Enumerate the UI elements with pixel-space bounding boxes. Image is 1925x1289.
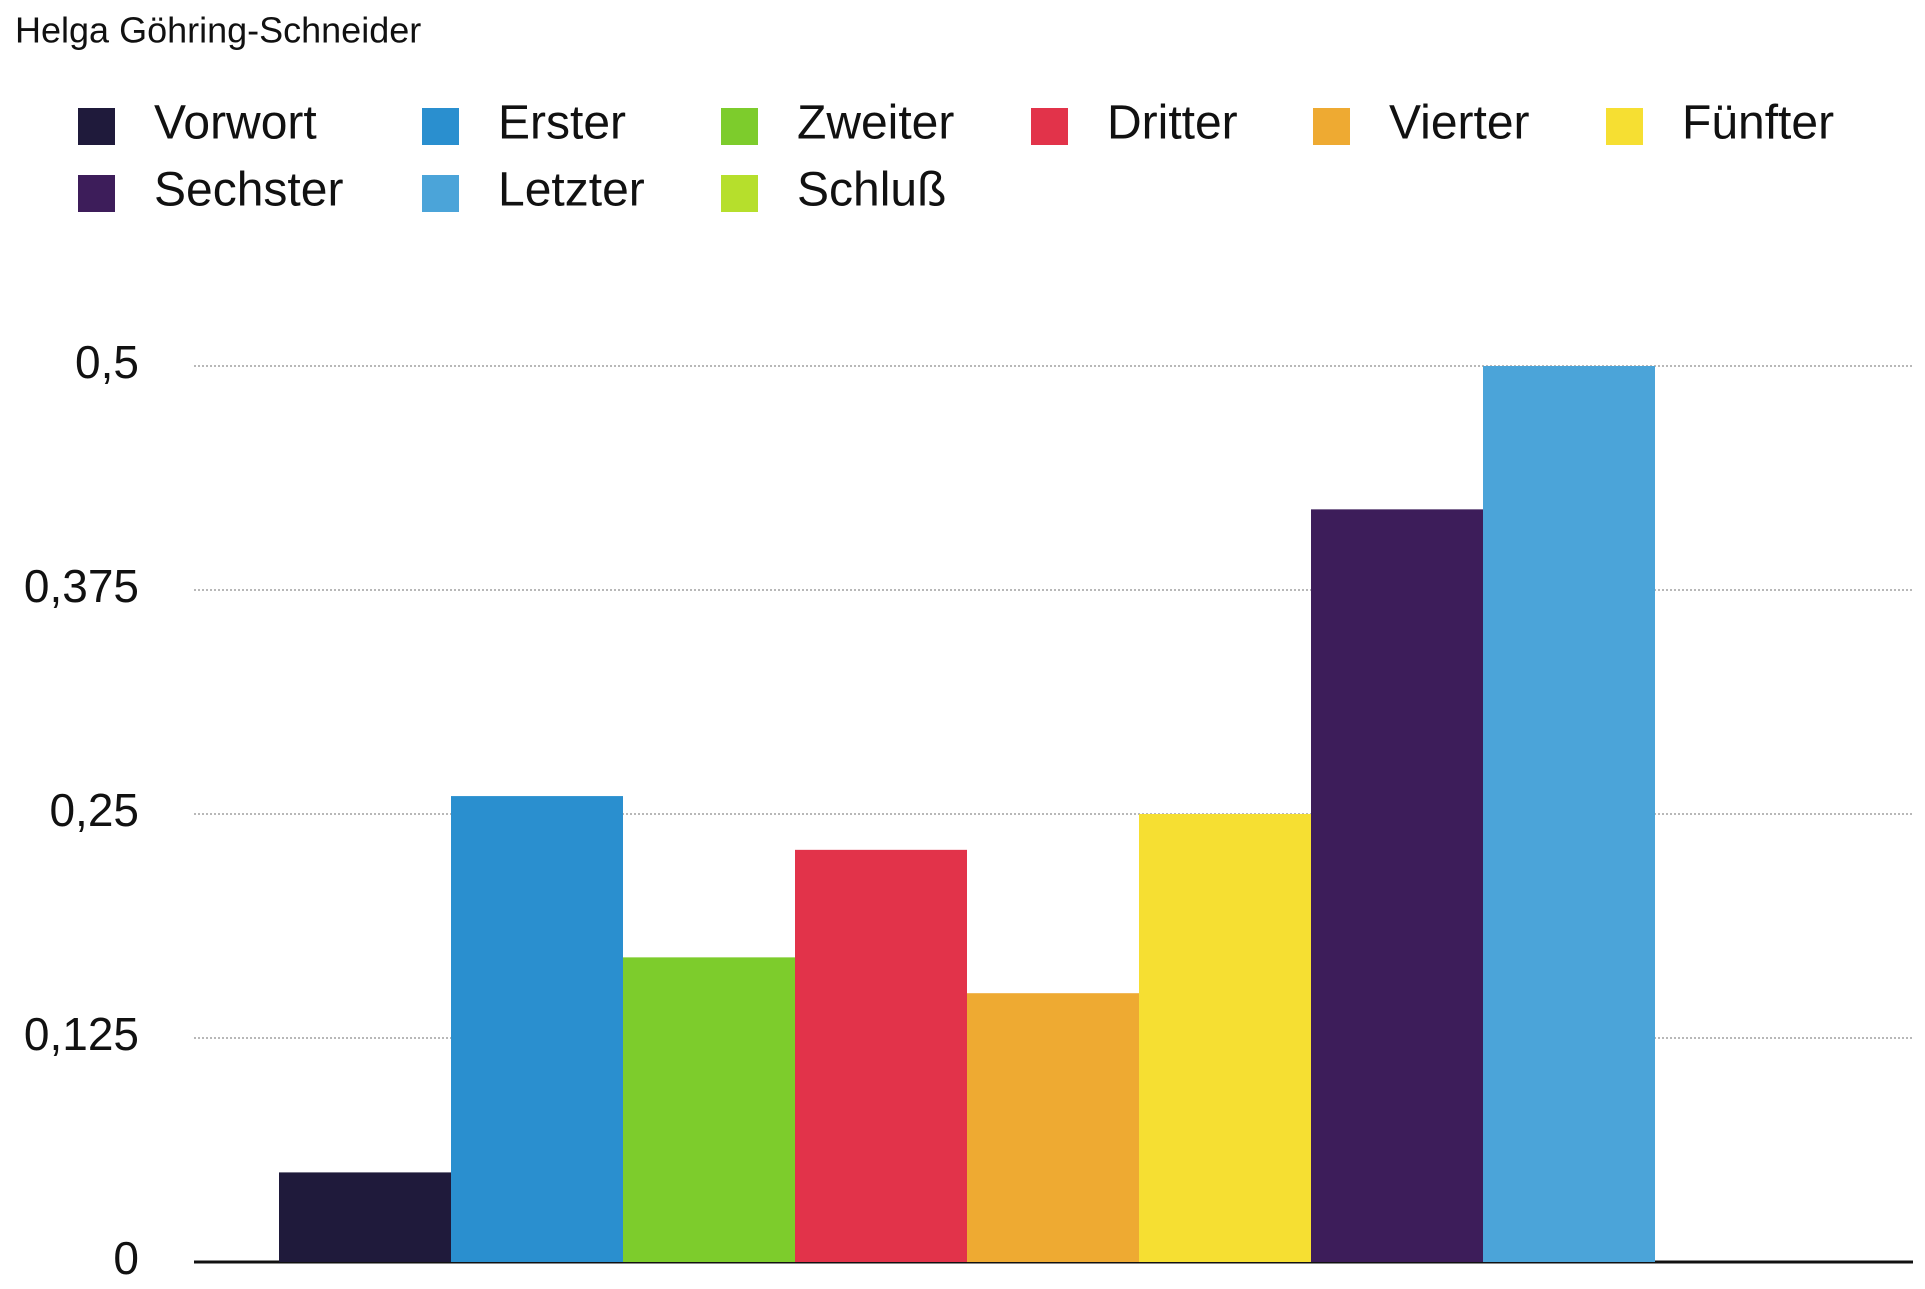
legend-label: Dritter — [1107, 97, 1238, 150]
bar — [795, 849, 967, 1262]
y-tick-label: 0 — [113, 1232, 139, 1284]
bar — [279, 1172, 451, 1262]
legend-swatch — [422, 108, 459, 145]
y-tick-label: 0,125 — [24, 1008, 139, 1060]
chart-title: Helga Göhring-Schneider — [15, 10, 421, 51]
bar — [1483, 366, 1655, 1262]
bar — [1139, 814, 1311, 1262]
legend-swatch — [78, 108, 115, 145]
legend-label: Fünfter — [1682, 97, 1834, 150]
y-tick-label: 0,25 — [49, 784, 139, 836]
bar — [623, 957, 795, 1262]
legend-swatch — [721, 108, 758, 145]
y-tick-label: 0,375 — [24, 560, 139, 612]
legend-label: Schluß — [797, 164, 946, 217]
bar — [1311, 509, 1483, 1262]
legend-label: Letzter — [498, 164, 645, 217]
bar — [967, 993, 1139, 1262]
legend-label: Erster — [498, 97, 626, 150]
legend-swatch — [1606, 108, 1643, 145]
legend-swatch — [78, 175, 115, 212]
legend-swatch — [1313, 108, 1350, 145]
legend-label: Vorwort — [154, 97, 317, 150]
legend-swatch — [721, 175, 758, 212]
legend-swatch — [1031, 108, 1068, 145]
legend-label: Vierter — [1389, 97, 1530, 150]
legend-swatch — [422, 175, 459, 212]
legend-label: Zweiter — [797, 97, 954, 150]
bar — [451, 796, 623, 1262]
legend-label: Sechster — [154, 164, 343, 217]
y-tick-label: 0,5 — [75, 336, 139, 388]
